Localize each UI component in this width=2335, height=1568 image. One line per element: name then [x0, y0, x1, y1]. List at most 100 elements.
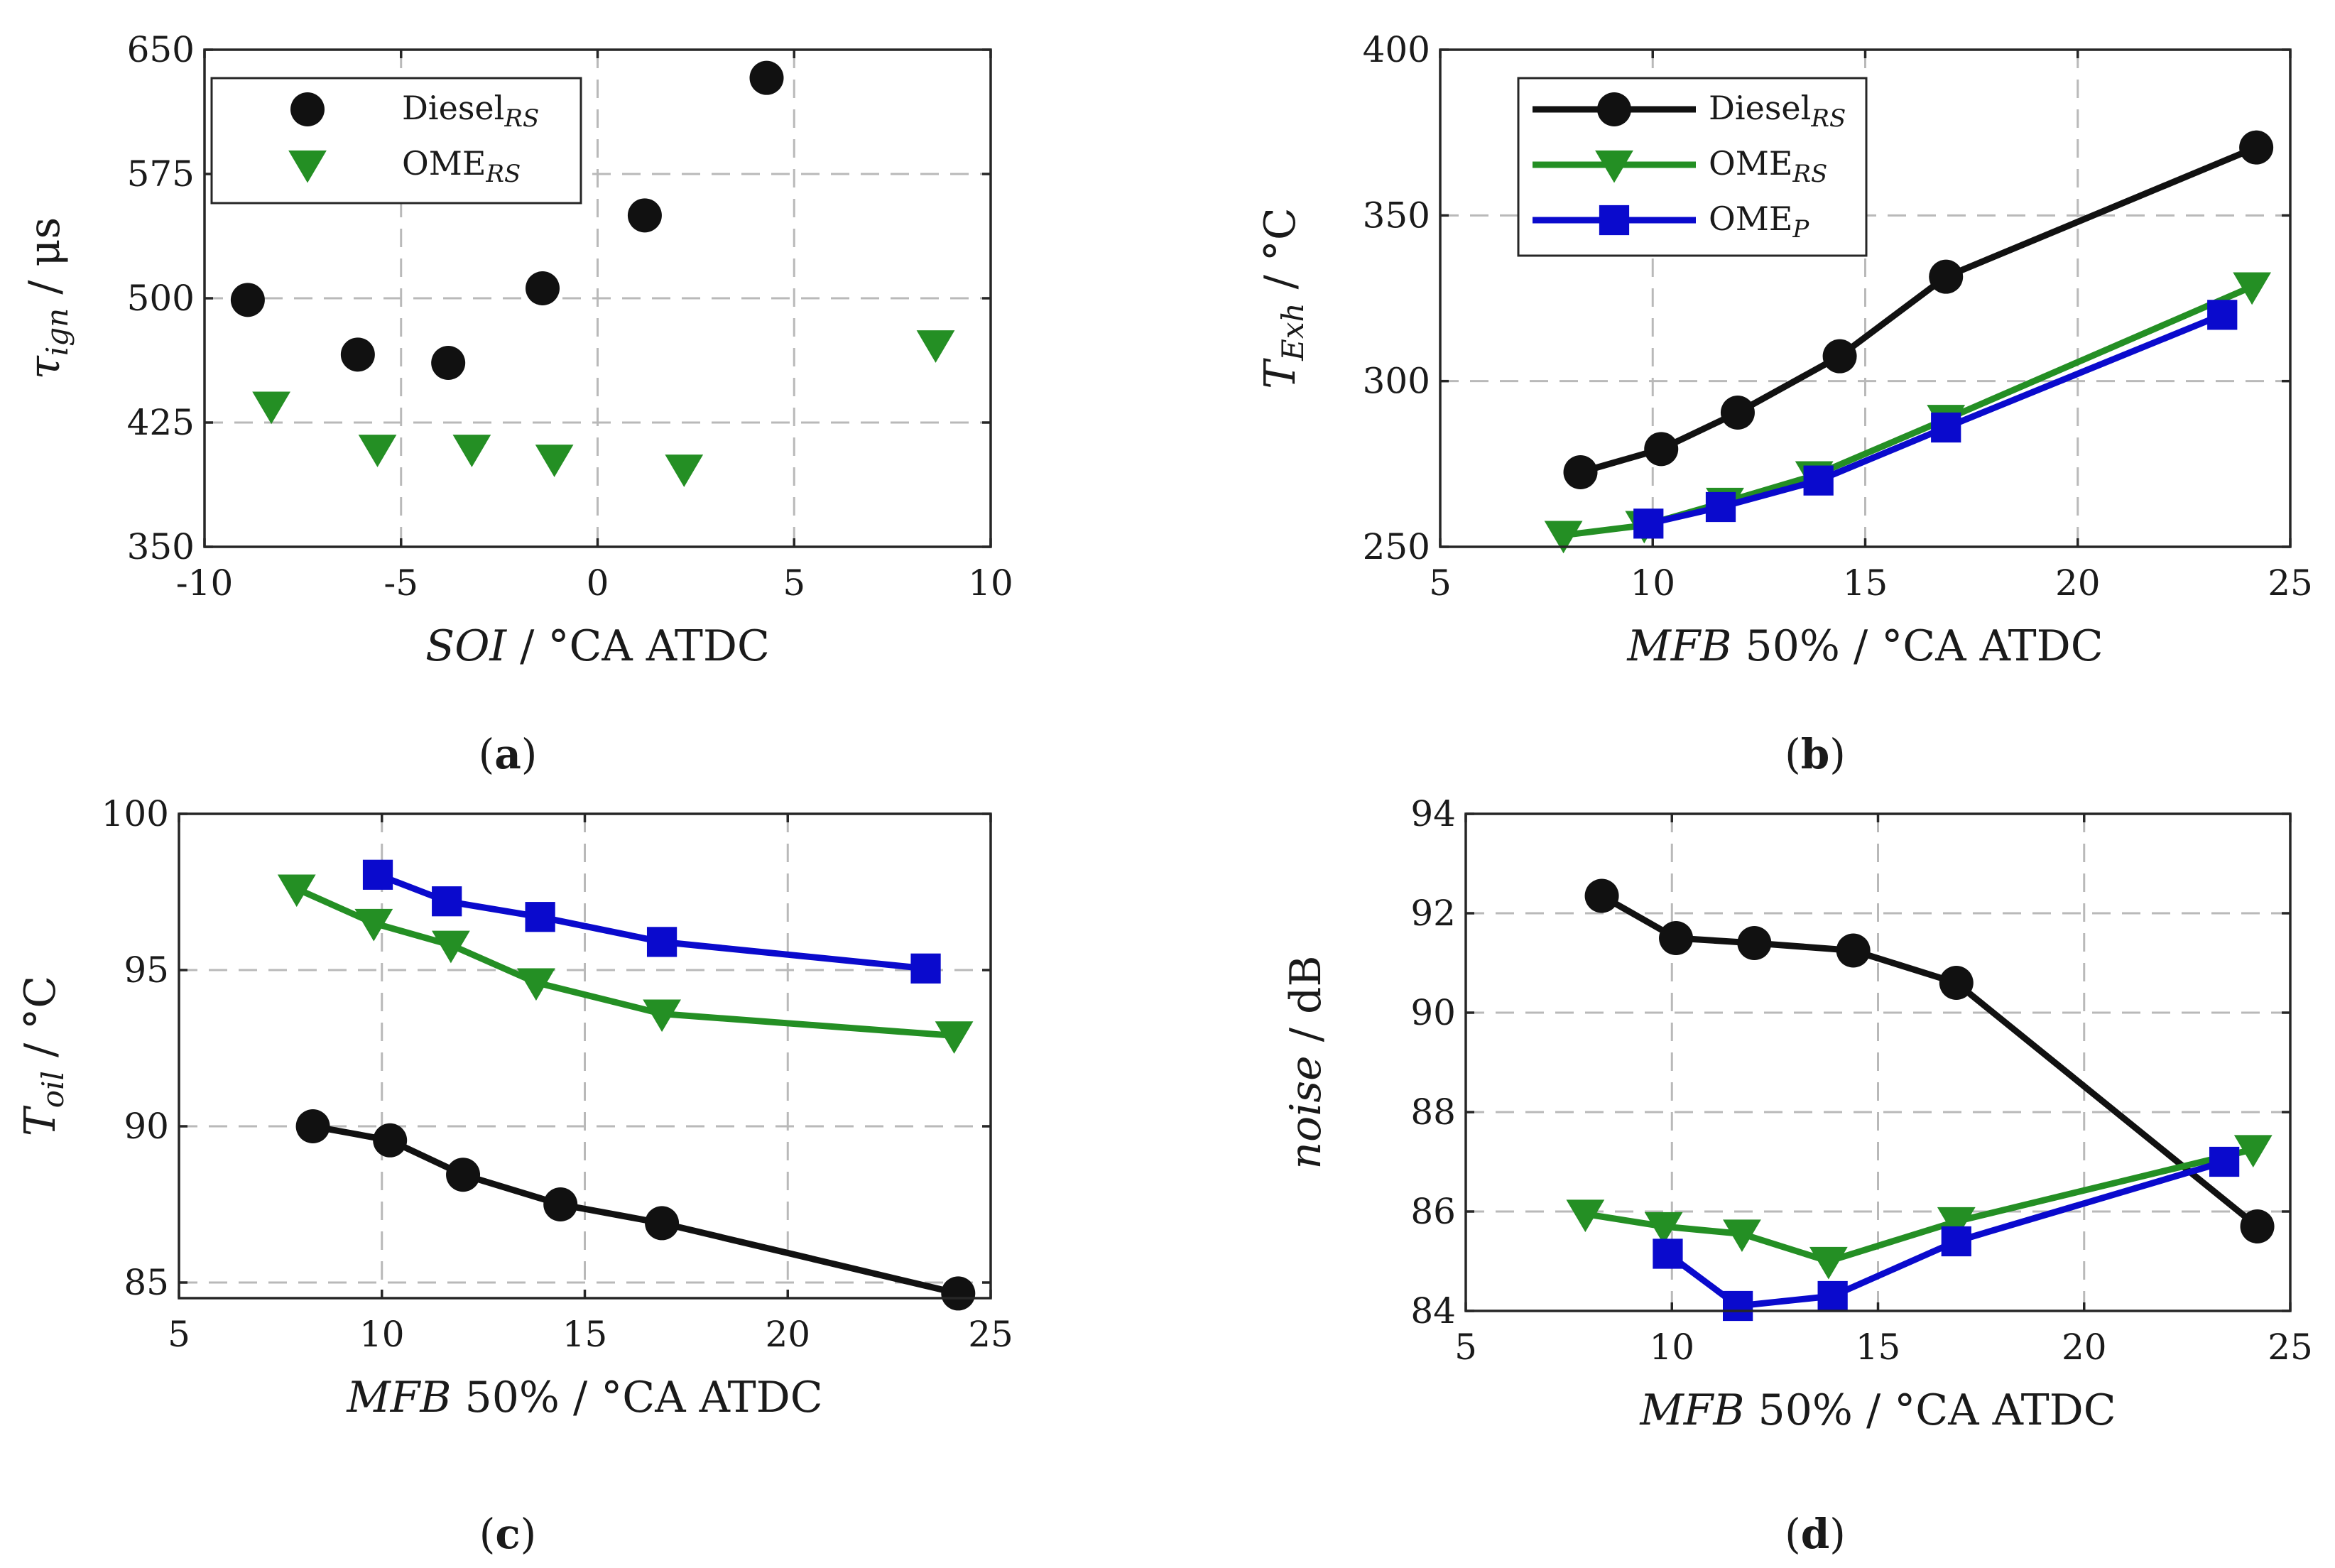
x-tick-label: 5: [783, 562, 805, 604]
x-tick-label: 15: [1856, 1327, 1901, 1368]
x-tick-label: -5: [383, 562, 418, 604]
y-tick-label: 575: [127, 153, 195, 195]
data-point-OME_RS: [1566, 1199, 1605, 1233]
series-Diesel_RS: [295, 1109, 976, 1311]
legend-label-OME_RS: OMERS: [402, 144, 521, 188]
data-point-OME_P: [1723, 1290, 1753, 1322]
y-tick-label: 350: [127, 526, 195, 567]
series-Diesel_RS: [1584, 878, 2275, 1243]
x-tick-label: 10: [359, 1314, 405, 1355]
data-point-OME_P: [2207, 300, 2238, 330]
x-tick-label: 10: [1630, 562, 1675, 604]
data-point-OME_P: [910, 953, 941, 984]
y-tick-label: 425: [127, 402, 195, 443]
y-axis-label: noise / dB: [1281, 955, 1331, 1169]
y-tick-label: 350: [1363, 195, 1430, 236]
panel-caption: (d): [1785, 1510, 1846, 1558]
data-point-Diesel_RS: [2240, 1209, 2275, 1243]
data-point-OME_RS: [935, 1021, 974, 1054]
data-point-Diesel_RS: [295, 1109, 330, 1143]
y-tick-label: 84: [1410, 1290, 1456, 1332]
legend-marker-OME_RS: [288, 150, 327, 183]
x-axis-label: MFB 50% / °CA ATDC: [1639, 1385, 2116, 1435]
data-point-OME_RS: [277, 874, 316, 908]
y-tick-label: 90: [1410, 992, 1456, 1033]
data-point-Diesel_RS: [431, 346, 466, 380]
legend-label-OME_RS: OMERS: [1709, 144, 1827, 188]
data-point-OME_RS: [354, 908, 393, 942]
legend-marker-OME_P: [1599, 205, 1630, 236]
data-point-Diesel_RS: [1836, 933, 1871, 968]
x-axis-label: SOI / °CA ATDC: [425, 621, 770, 671]
series-OME_RS: [1566, 1135, 2273, 1280]
x-tick-label: 5: [1429, 562, 1452, 604]
x-tick-label: 25: [2268, 1327, 2313, 1368]
data-point-OME_RS: [517, 968, 555, 1001]
data-point-OME_P: [1633, 508, 1664, 539]
panel-caption: (c): [479, 1510, 537, 1558]
data-point-Diesel_RS: [446, 1158, 481, 1192]
legend: DieselRS OMERS: [210, 77, 582, 205]
y-tick-label: 100: [102, 793, 169, 834]
data-point-OME_P: [525, 902, 555, 932]
y-axis-label: TExh / °C: [1256, 207, 1310, 389]
data-point-OME_P: [1931, 412, 1961, 443]
series-line-OME_RS: [1584, 1146, 2254, 1265]
data-point-Diesel_RS: [230, 283, 265, 317]
series-OME_P: [1653, 1146, 2240, 1322]
panel-caption: (b): [1785, 730, 1846, 778]
data-point-Diesel_RS: [941, 1276, 976, 1311]
data-point-OME_P: [646, 927, 677, 957]
data-point-Diesel_RS: [1939, 966, 1974, 1000]
data-point-OME_P: [2209, 1146, 2240, 1177]
x-tick-label: 5: [168, 1314, 190, 1355]
series-Diesel_RS: [230, 60, 784, 380]
panel-caption: (a): [479, 730, 538, 778]
x-tick-label: 20: [2062, 1327, 2107, 1368]
y-tick-label: 400: [1363, 29, 1430, 70]
series-OME_RS: [277, 874, 974, 1054]
data-point-Diesel_RS: [1644, 432, 1679, 467]
x-tick-label: 10: [1649, 1327, 1694, 1368]
data-point-Diesel_RS: [2239, 130, 2274, 165]
x-axis-label: MFB 50% / °CA ATDC: [1626, 621, 2103, 671]
data-point-OME_RS: [1937, 1207, 1976, 1240]
y-tick-label: 86: [1410, 1191, 1456, 1232]
chart-panel-c: 5 10 15 20 25 85 90 95 100 MFB 50% / °CA ATDC Toil…: [16, 793, 1013, 1558]
data-point-Diesel_RS: [1720, 396, 1755, 430]
data-point-Diesel_RS: [749, 60, 784, 95]
y-tick-label: 92: [1410, 893, 1456, 934]
data-point-OME_P: [432, 886, 462, 917]
legend-label-OME_P: OMEP: [1709, 200, 1809, 244]
y-tick-label: 300: [1363, 361, 1430, 402]
legend: DieselRS OMERS OMEP: [1517, 77, 1868, 257]
legend-label-Diesel_RS: DieselRS: [1709, 89, 1846, 133]
data-point-Diesel_RS: [1822, 339, 1857, 374]
chart-panel-d: 5 10 15 20 25 84 86 88 90 92 94 MFB 50% / °CA ATDC n…: [1281, 793, 2313, 1558]
x-tick-label: 20: [2055, 562, 2101, 604]
series-OME_P: [1633, 300, 2238, 539]
axes-frame: [178, 812, 992, 1300]
y-tick-label: 94: [1410, 793, 1456, 834]
y-tick-label: 85: [124, 1262, 169, 1303]
legend-marker-Diesel_RS: [290, 92, 325, 126]
legend-label-Diesel_RS: DieselRS: [402, 89, 539, 133]
x-axis-label: MFB 50% / °CA ATDC: [346, 1373, 822, 1422]
data-point-OME_RS: [1544, 521, 1583, 554]
legend-marker-Diesel_RS: [1597, 92, 1631, 126]
y-axis-label: Toil / °C: [16, 976, 70, 1136]
data-point-OME_RS: [1723, 1219, 1761, 1253]
x-tick-label: 25: [2268, 562, 2313, 604]
y-tick-label: 95: [124, 949, 169, 991]
data-point-OME_RS: [2233, 1135, 2273, 1168]
data-point-Diesel_RS: [1563, 455, 1598, 489]
x-tick-label: 15: [562, 1314, 608, 1355]
x-tick-label: 5: [1454, 1327, 1477, 1368]
chart-panel-b: 5 10 15 20 25 250 300 350 400 DieselRS OMERS OMEP MF…: [1256, 29, 2313, 778]
data-point-OME_RS: [432, 930, 470, 964]
data-point-OME_RS: [452, 435, 491, 467]
x-tick-label: 20: [765, 1314, 810, 1355]
x-tick-label: 10: [968, 562, 1013, 604]
data-point-Diesel_RS: [1584, 878, 1619, 913]
